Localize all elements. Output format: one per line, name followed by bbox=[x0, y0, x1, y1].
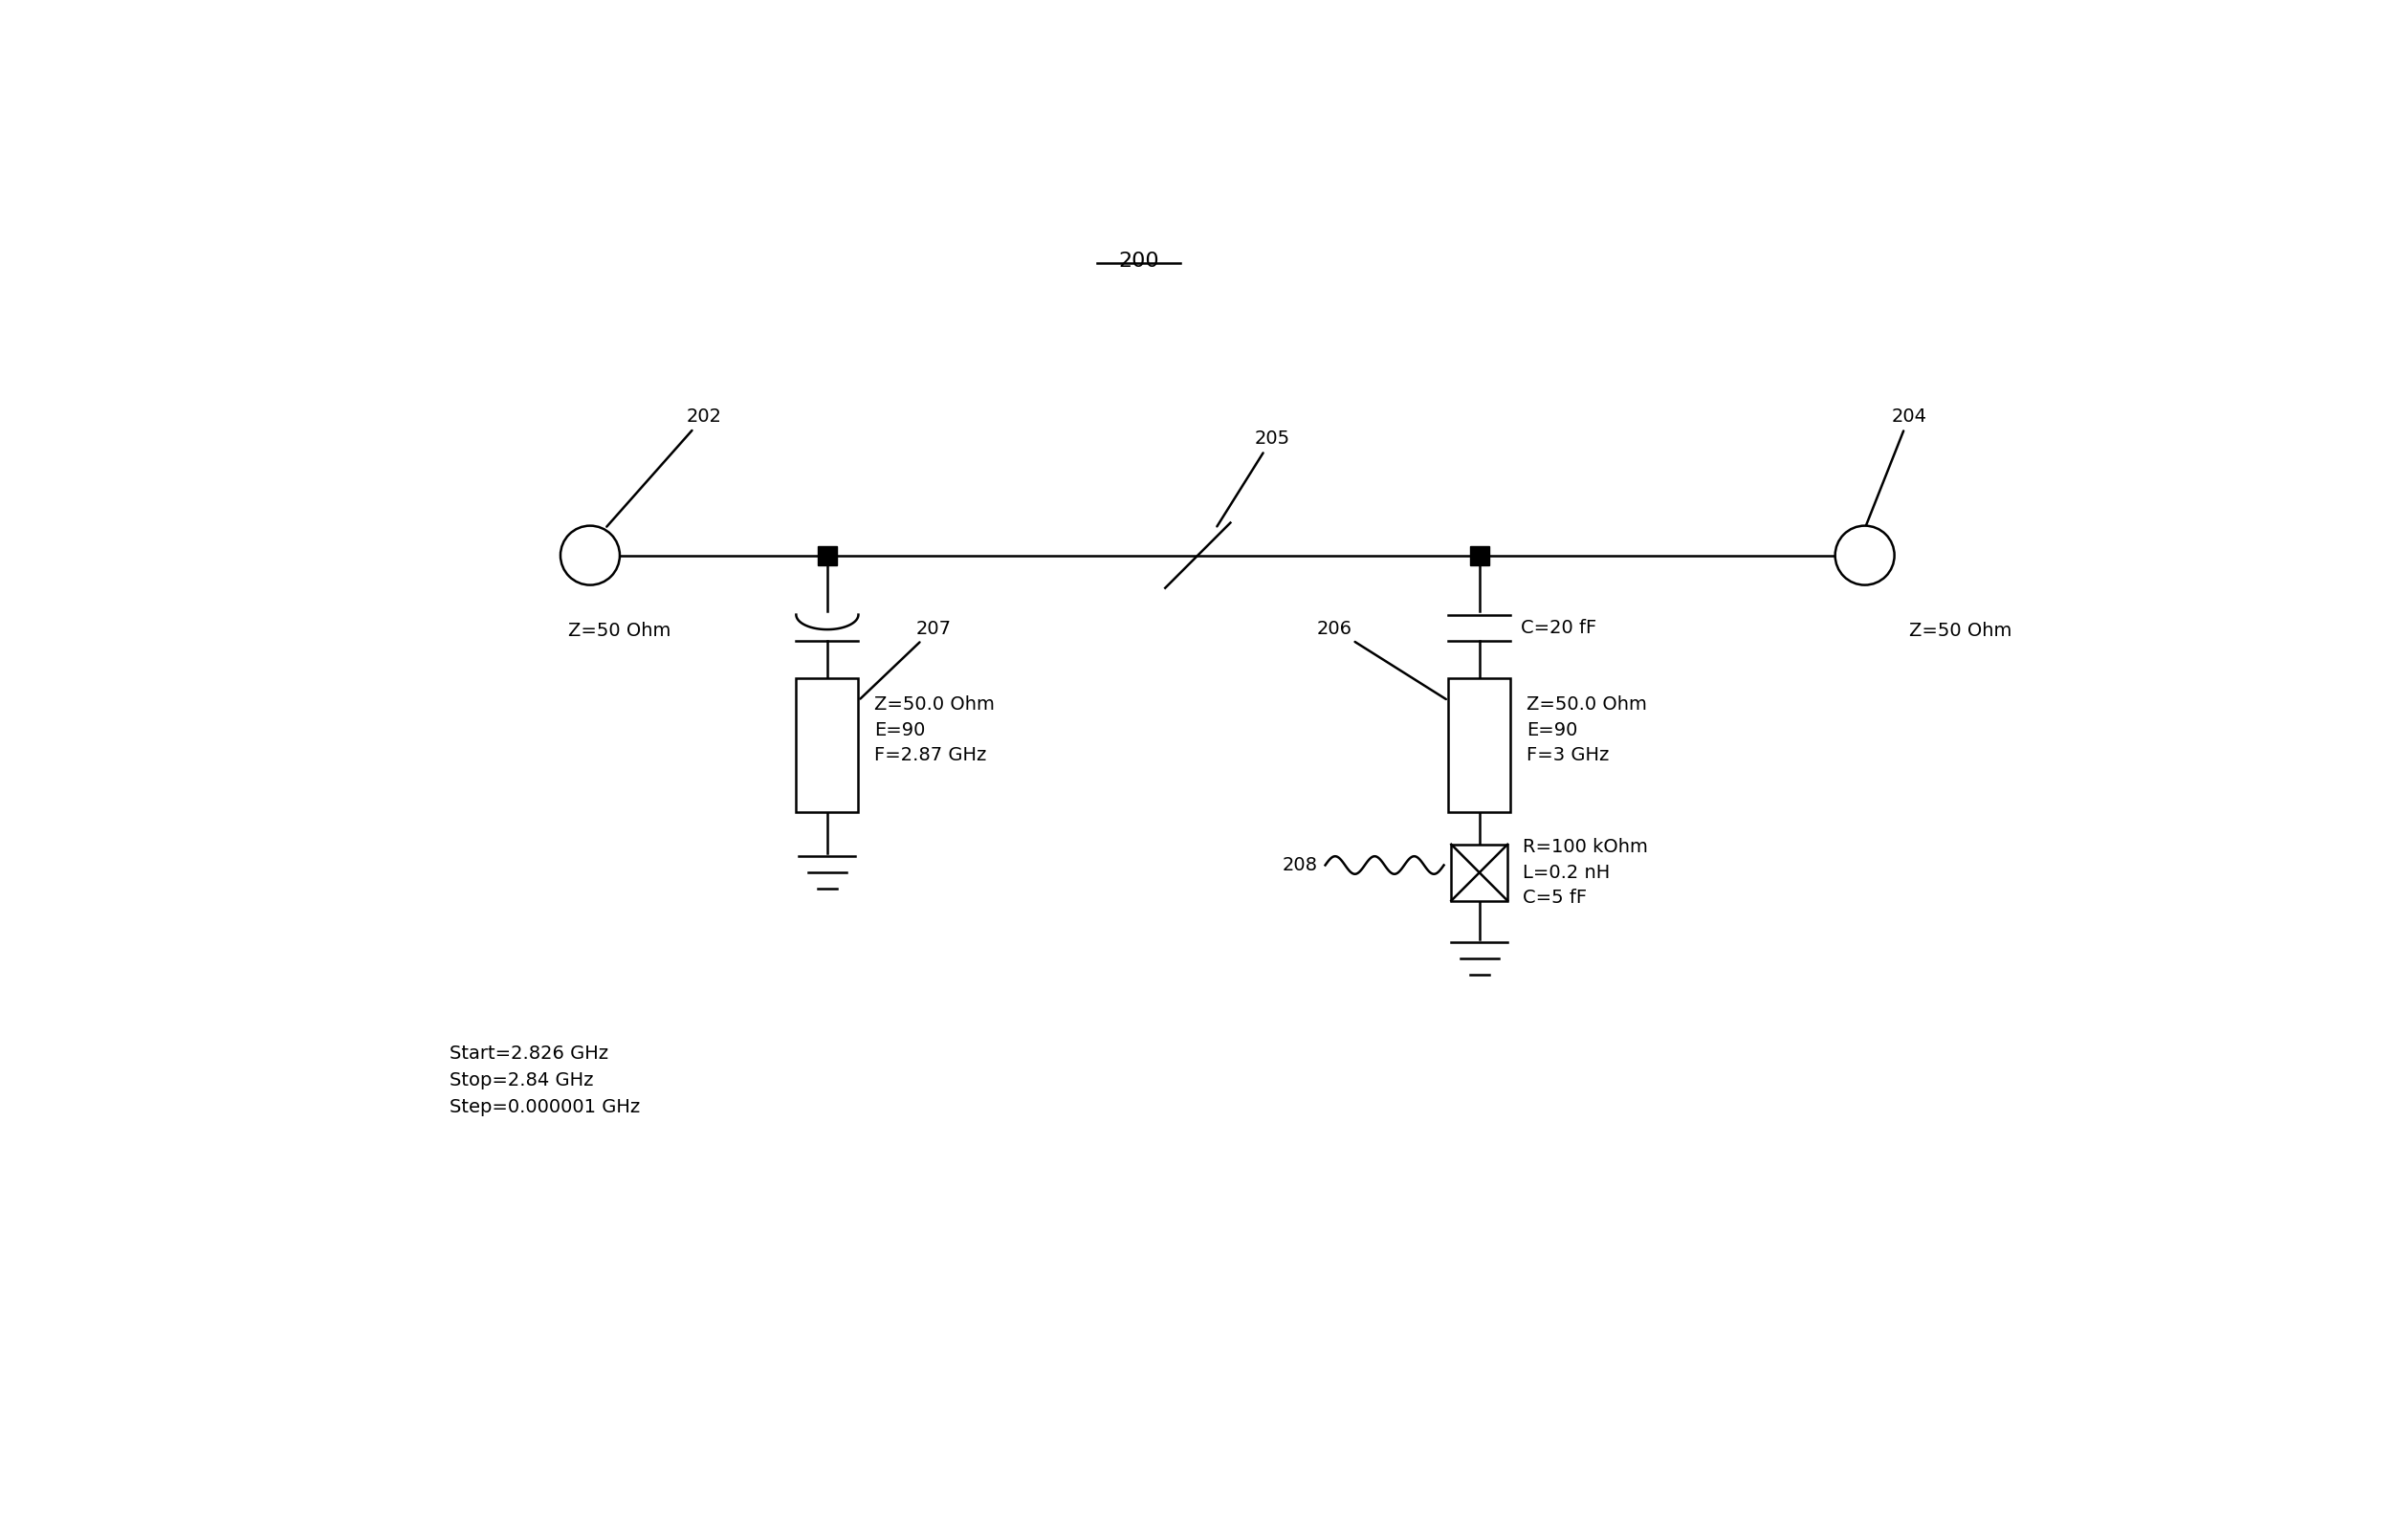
Circle shape bbox=[1835, 525, 1894, 585]
Text: Z=50 Ohm: Z=50 Ohm bbox=[1909, 622, 2012, 641]
Text: 200: 200 bbox=[1118, 251, 1159, 271]
Text: 202: 202 bbox=[606, 408, 721, 527]
Text: Z=50.0 Ohm
E=90
F=3 GHz: Z=50.0 Ohm E=90 F=3 GHz bbox=[1528, 696, 1648, 765]
Text: Z=50.0 Ohm
E=90
F=2.87 GHz: Z=50.0 Ohm E=90 F=2.87 GHz bbox=[874, 696, 994, 765]
Text: R=100 kOhm
L=0.2 nH
C=5 fF: R=100 kOhm L=0.2 nH C=5 fF bbox=[1523, 838, 1648, 907]
Text: 208: 208 bbox=[1281, 856, 1317, 875]
Text: 206: 206 bbox=[1317, 619, 1447, 699]
Bar bbox=[795, 679, 857, 812]
Bar bbox=[1451, 844, 1506, 901]
Circle shape bbox=[560, 525, 620, 585]
Bar bbox=[817, 545, 836, 565]
Text: 204: 204 bbox=[1866, 408, 1928, 527]
Text: Start=2.826 GHz
Stop=2.84 GHz
Step=0.000001 GHz: Start=2.826 GHz Stop=2.84 GHz Step=0.000… bbox=[450, 1044, 639, 1116]
Bar bbox=[1449, 679, 1511, 812]
Text: C=20 fF: C=20 fF bbox=[1521, 619, 1597, 638]
Text: 207: 207 bbox=[860, 619, 951, 699]
Bar bbox=[1471, 545, 1490, 565]
Text: 205: 205 bbox=[1217, 430, 1289, 527]
Text: Z=50 Ohm: Z=50 Ohm bbox=[568, 622, 671, 641]
